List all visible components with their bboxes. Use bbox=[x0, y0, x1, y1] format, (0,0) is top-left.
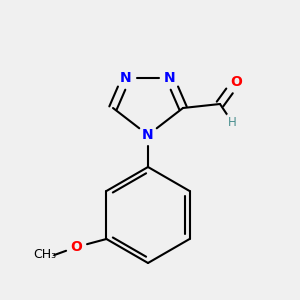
Text: CH₃: CH₃ bbox=[33, 248, 56, 262]
Text: N: N bbox=[164, 71, 176, 85]
Text: O: O bbox=[230, 75, 242, 89]
Text: H: H bbox=[228, 116, 236, 128]
Text: O: O bbox=[70, 240, 83, 254]
Text: N: N bbox=[142, 128, 154, 142]
Text: N: N bbox=[120, 71, 132, 85]
